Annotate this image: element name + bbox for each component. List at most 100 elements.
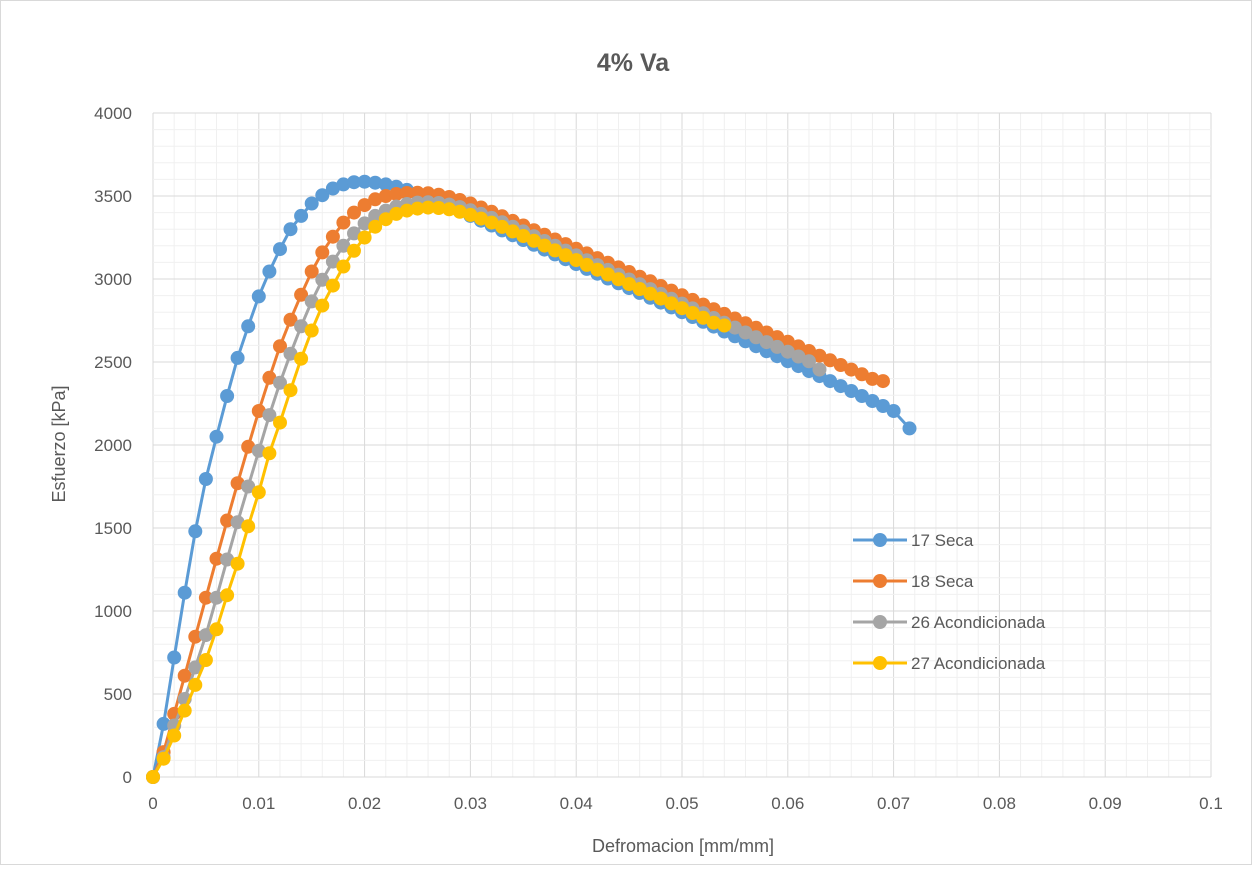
data-point bbox=[791, 339, 806, 354]
data-point bbox=[823, 374, 838, 389]
axes: 0 0.01 0.02 0.03 0.04 0.05 0.06 0.07 0.08 0.09 0.1… bbox=[94, 104, 1223, 813]
data-point bbox=[738, 325, 753, 340]
y-tick-label: 3500 bbox=[94, 187, 132, 206]
data-point bbox=[632, 282, 647, 296]
data-point bbox=[167, 650, 182, 665]
x-tick-label: 0.1 bbox=[1199, 794, 1223, 813]
data-point bbox=[505, 224, 520, 239]
data-point bbox=[188, 660, 203, 675]
data-point bbox=[336, 259, 351, 274]
data-point bbox=[368, 175, 383, 190]
data-point bbox=[833, 379, 848, 394]
data-point bbox=[802, 344, 816, 358]
data-point bbox=[876, 374, 890, 389]
data-point bbox=[283, 346, 298, 361]
legend-item: 26 Acondicionada bbox=[853, 613, 1046, 632]
data-point bbox=[706, 315, 721, 330]
data-point bbox=[230, 350, 245, 365]
legend-label: 26 Acondicionada bbox=[911, 613, 1046, 632]
y-tick-label: 2000 bbox=[94, 436, 132, 455]
data-point bbox=[357, 174, 372, 189]
series-4 bbox=[146, 200, 732, 784]
data-point bbox=[368, 192, 383, 207]
data-point bbox=[410, 201, 425, 216]
y-tick-label: 500 bbox=[104, 685, 132, 704]
x-tick-label: 0.07 bbox=[877, 794, 910, 813]
data-point bbox=[230, 476, 245, 491]
y-tick-label: 2500 bbox=[94, 353, 132, 372]
data-point bbox=[759, 335, 774, 350]
legend-marker bbox=[873, 574, 887, 588]
data-point bbox=[273, 375, 287, 390]
data-point bbox=[177, 585, 192, 600]
data-point bbox=[389, 206, 404, 221]
legend-marker bbox=[873, 615, 887, 629]
x-tick-label: 0.01 bbox=[242, 794, 275, 813]
data-point bbox=[696, 310, 711, 325]
data-point bbox=[220, 552, 235, 567]
data-point bbox=[325, 278, 340, 293]
data-point bbox=[294, 208, 309, 223]
data-point bbox=[156, 716, 171, 731]
y-tick-label: 1000 bbox=[94, 602, 132, 621]
data-point bbox=[780, 334, 795, 349]
data-point bbox=[823, 353, 838, 368]
data-point bbox=[537, 238, 552, 253]
data-point bbox=[399, 203, 414, 218]
legend-label: 17 Seca bbox=[911, 531, 974, 550]
data-point bbox=[325, 181, 340, 196]
legend-item: 18 Seca bbox=[853, 572, 974, 591]
series-layer bbox=[146, 174, 917, 784]
data-point bbox=[357, 216, 372, 231]
data-point bbox=[759, 325, 774, 340]
data-point bbox=[378, 177, 393, 192]
data-point bbox=[876, 399, 890, 413]
data-point bbox=[399, 186, 414, 200]
data-point bbox=[558, 248, 573, 263]
data-point bbox=[188, 677, 203, 692]
data-point bbox=[590, 262, 605, 277]
data-point bbox=[347, 226, 361, 241]
data-point bbox=[495, 219, 510, 234]
data-point bbox=[442, 202, 457, 217]
data-point bbox=[315, 245, 330, 260]
data-point bbox=[600, 267, 615, 282]
data-point bbox=[251, 404, 266, 418]
data-point bbox=[262, 446, 277, 461]
data-point bbox=[791, 359, 806, 374]
data-point bbox=[378, 189, 393, 203]
legend-marker bbox=[873, 533, 887, 547]
y-tick-label: 1500 bbox=[94, 519, 132, 538]
x-tick-label: 0.09 bbox=[1089, 794, 1122, 813]
data-point bbox=[516, 229, 531, 243]
data-point bbox=[336, 238, 351, 253]
data-point bbox=[802, 364, 816, 379]
data-point bbox=[220, 513, 235, 528]
grid bbox=[152, 112, 1212, 778]
data-point bbox=[262, 370, 277, 385]
series-line bbox=[151, 191, 884, 778]
data-point bbox=[156, 751, 171, 766]
data-point bbox=[273, 339, 287, 354]
data-point bbox=[209, 429, 224, 444]
data-point bbox=[770, 330, 785, 345]
data-point bbox=[188, 629, 203, 644]
data-point bbox=[304, 196, 319, 211]
data-point bbox=[273, 415, 287, 430]
data-point bbox=[886, 404, 901, 418]
data-point bbox=[844, 384, 859, 398]
data-point bbox=[251, 289, 266, 304]
data-point bbox=[177, 668, 192, 683]
data-point bbox=[812, 362, 827, 377]
data-point bbox=[389, 187, 404, 201]
data-point bbox=[653, 291, 668, 306]
data-point bbox=[452, 204, 467, 219]
data-point bbox=[304, 323, 319, 338]
x-tick-label: 0.05 bbox=[665, 794, 698, 813]
data-point bbox=[283, 383, 298, 398]
data-point bbox=[315, 298, 330, 313]
data-point bbox=[251, 485, 266, 500]
y-tick-label: 3000 bbox=[94, 270, 132, 289]
x-tick-label: 0 bbox=[148, 794, 157, 813]
data-point bbox=[262, 264, 277, 279]
